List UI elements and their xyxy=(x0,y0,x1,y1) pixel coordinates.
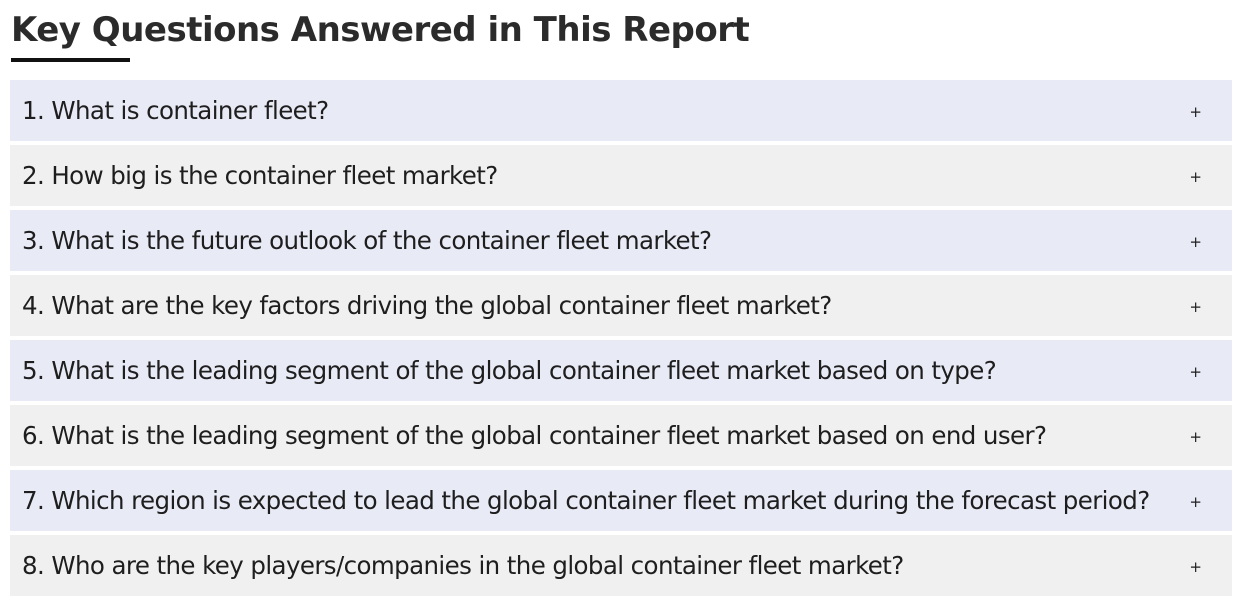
title-underline xyxy=(11,58,130,62)
plus-icon[interactable]: + xyxy=(1189,103,1202,121)
faq-question: 1. What is container fleet? xyxy=(22,96,329,125)
faq-item[interactable]: 5. What is the leading segment of the gl… xyxy=(10,340,1232,401)
plus-icon[interactable]: + xyxy=(1189,298,1202,316)
plus-icon[interactable]: + xyxy=(1189,558,1202,576)
faq-item[interactable]: 2. How big is the container fleet market… xyxy=(10,145,1232,206)
faq-item[interactable]: 8. Who are the key players/companies in … xyxy=(10,535,1232,596)
faq-item[interactable]: 6. What is the leading segment of the gl… xyxy=(10,405,1232,466)
faq-question: 7. Which region is expected to lead the … xyxy=(22,486,1150,515)
plus-icon[interactable]: + xyxy=(1189,493,1202,511)
faq-question: 5. What is the leading segment of the gl… xyxy=(22,356,997,385)
faq-item[interactable]: 4. What are the key factors driving the … xyxy=(10,275,1232,336)
plus-icon[interactable]: + xyxy=(1189,363,1202,381)
faq-question: 2. How big is the container fleet market… xyxy=(22,161,498,190)
faq-question: 6. What is the leading segment of the gl… xyxy=(22,421,1047,450)
faq-question: 4. What are the key factors driving the … xyxy=(22,291,832,320)
faq-item[interactable]: 7. Which region is expected to lead the … xyxy=(10,470,1232,531)
faq-question: 3. What is the future outlook of the con… xyxy=(22,226,712,255)
faq-item[interactable]: 1. What is container fleet? + xyxy=(10,80,1232,141)
section-title: Key Questions Answered in This Report xyxy=(11,10,750,50)
faq-item[interactable]: 3. What is the future outlook of the con… xyxy=(10,210,1232,271)
faq-question: 8. Who are the key players/companies in … xyxy=(22,551,904,580)
plus-icon[interactable]: + xyxy=(1189,168,1202,186)
plus-icon[interactable]: + xyxy=(1189,233,1202,251)
plus-icon[interactable]: + xyxy=(1189,428,1202,446)
faq-accordion: 1. What is container fleet? + 2. How big… xyxy=(10,80,1232,600)
